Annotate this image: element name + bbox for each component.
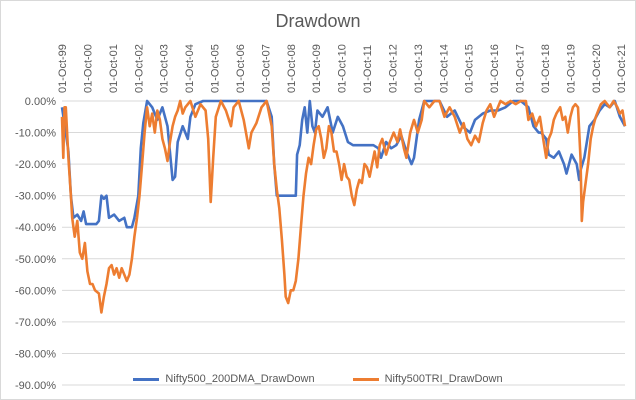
legend-swatch-200dma <box>133 377 160 381</box>
x-tick-label: 01-Oct-18 <box>540 44 552 93</box>
x-tick-label: 01-Oct-15 <box>464 44 476 93</box>
x-tick-label: 01-Oct-17 <box>515 44 527 93</box>
x-tick-label: 01-Oct-11 <box>362 45 374 93</box>
y-tick-label: -90.00% <box>15 380 56 392</box>
y-tick-label: -10.00% <box>15 128 56 140</box>
legend-item-tri[interactable]: Nifty500TRI_DrawDown <box>352 373 503 385</box>
series-line-200dma <box>60 99 627 229</box>
x-tick-label: 01-Oct-06 <box>235 44 247 93</box>
legend-item-200dma[interactable]: Nifty500_200DMA_DrawDown <box>133 373 315 385</box>
x-tick-label: 01-Oct-03 <box>159 44 171 93</box>
x-tick-label: 01-Oct-00 <box>82 44 94 93</box>
x-tick-label: 01-Oct-20 <box>591 44 603 93</box>
x-tick-label: 01-Oct-04 <box>184 44 196 93</box>
y-tick-label: -50.00% <box>15 254 56 266</box>
x-tick-label: 01-Oct-07 <box>260 44 272 93</box>
y-tick-label: -80.00% <box>15 348 56 360</box>
x-tick-label: 01-Oct-02 <box>133 44 145 93</box>
chart-title: Drawdown <box>275 11 361 31</box>
series-lines <box>60 99 627 314</box>
x-tick-label: 01-Oct-21 <box>616 44 628 93</box>
legend-label-tri: Nifty500TRI_DrawDown <box>384 373 503 385</box>
x-tick-label: 01-Oct-05 <box>210 44 222 93</box>
x-tick-label: 01-Oct-10 <box>337 44 349 93</box>
x-tick-label: 01-Oct-16 <box>489 44 501 93</box>
y-tick-label: -20.00% <box>15 159 56 171</box>
x-tick-label: 01-Oct-08 <box>286 44 298 93</box>
series-line-tri <box>60 99 627 314</box>
legend-label-200dma: Nifty500_200DMA_DrawDown <box>165 373 315 385</box>
y-tick-label: -40.00% <box>15 222 56 234</box>
y-tick-label: -70.00% <box>15 317 56 329</box>
x-tick-label: 01-Oct-13 <box>413 44 425 93</box>
legend-swatch-tri <box>352 377 379 381</box>
gridlines <box>62 100 625 386</box>
y-tick-label: 0.00% <box>25 96 56 108</box>
x-tick-label: 01-Oct-01 <box>108 44 120 93</box>
y-tick-label: -60.00% <box>15 285 56 297</box>
y-tick-label: -30.00% <box>15 191 56 203</box>
x-tick-label: 01-Oct-12 <box>387 44 399 93</box>
x-axis-ticks: 01-Oct-99 01-Oct-00 01-Oct-01 01-Oct-02 01-O… <box>57 44 628 93</box>
x-tick-label: 01-Oct-14 <box>438 44 450 93</box>
x-tick-label: 01-Oct-99 <box>57 44 69 93</box>
y-axis-ticks: 0.00% -10.00% -20.00% -30.00% -40.00% -50.00%… <box>15 96 56 392</box>
legend: Nifty500_200DMA_DrawDown Nifty500TRI_Dra… <box>1 373 635 385</box>
x-tick-label: 01-Oct-19 <box>565 44 577 93</box>
x-tick-label: 01-Oct-09 <box>311 44 323 93</box>
